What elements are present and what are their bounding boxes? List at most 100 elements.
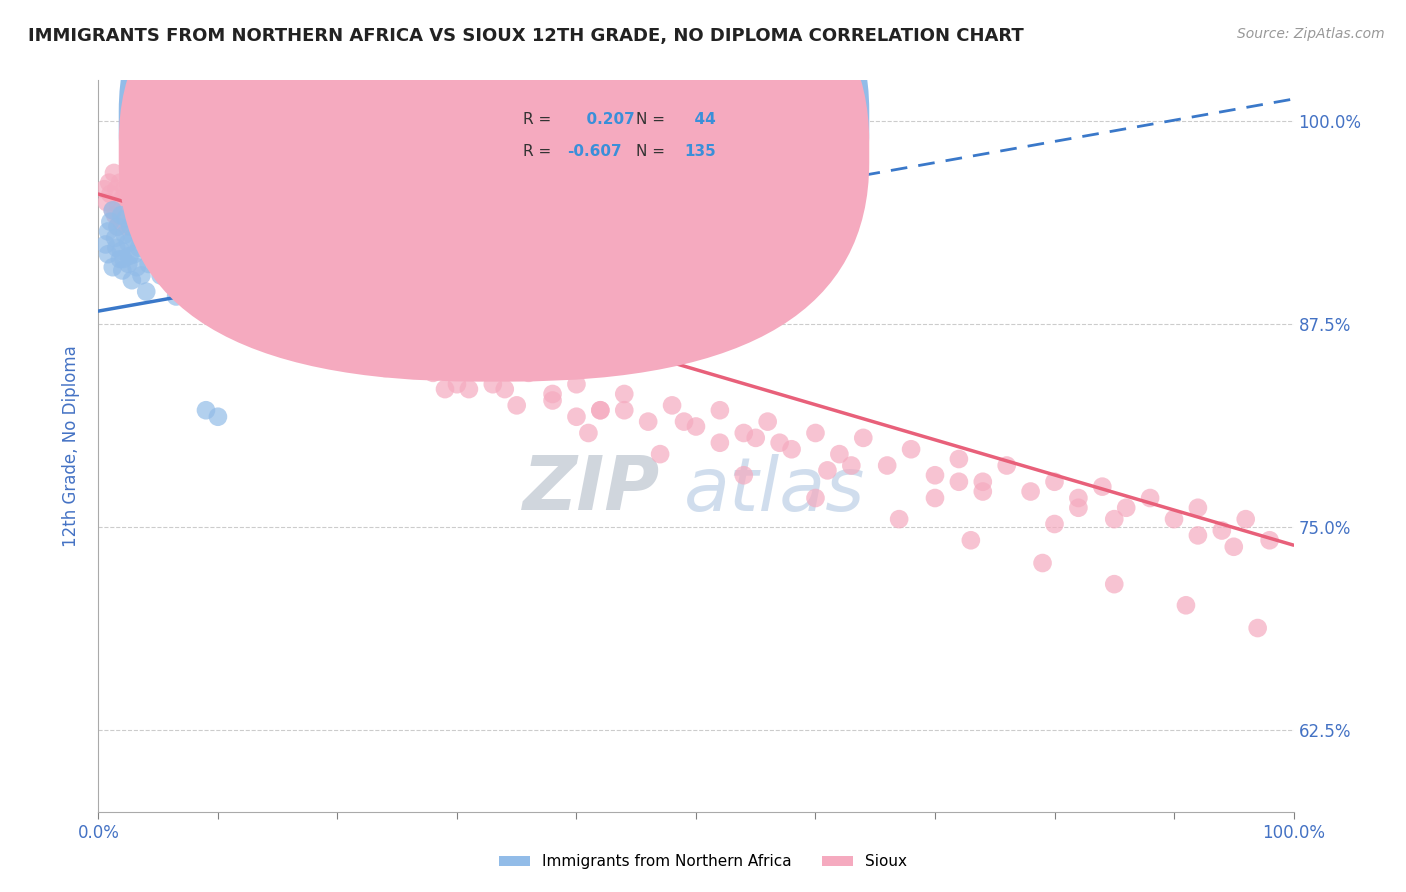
- Point: [131, 268, 153, 283]
- Point: [138, 257, 160, 271]
- Point: [124, 203, 146, 218]
- Point: [207, 409, 229, 424]
- Point: [661, 398, 683, 412]
- Point: [924, 491, 946, 505]
- Point: [1234, 512, 1257, 526]
- Point: [804, 425, 827, 440]
- Text: Source: ZipAtlas.com: Source: ZipAtlas.com: [1237, 27, 1385, 41]
- Point: [177, 263, 200, 277]
- Text: 44: 44: [685, 112, 716, 128]
- Point: [374, 361, 396, 376]
- Point: [267, 257, 290, 271]
- Text: N =: N =: [636, 112, 665, 128]
- Point: [125, 260, 148, 275]
- Point: [315, 322, 337, 336]
- Point: [165, 268, 187, 283]
- Point: [1175, 599, 1198, 613]
- Point: [1091, 480, 1114, 494]
- Point: [98, 215, 122, 229]
- Point: [733, 468, 755, 483]
- Point: [165, 289, 187, 303]
- Point: [924, 468, 946, 483]
- Point: [138, 215, 160, 229]
- Point: [104, 231, 127, 245]
- Point: [183, 247, 205, 261]
- Text: atlas: atlas: [685, 454, 866, 526]
- Point: [195, 268, 218, 283]
- Point: [1258, 533, 1281, 548]
- Point: [254, 296, 277, 310]
- Point: [129, 187, 152, 202]
- Point: [972, 475, 994, 489]
- Point: [470, 354, 492, 368]
- Point: [141, 231, 163, 245]
- Point: [107, 219, 129, 234]
- Point: [101, 203, 124, 218]
- Point: [243, 306, 266, 320]
- Point: [148, 219, 170, 234]
- Point: [1043, 516, 1066, 531]
- Point: [110, 215, 132, 229]
- Point: [135, 285, 157, 299]
- Point: [153, 247, 176, 261]
- Point: [541, 393, 564, 408]
- Point: [129, 231, 152, 245]
- Point: [225, 285, 247, 299]
- Point: [613, 387, 636, 401]
- Point: [326, 344, 349, 359]
- Point: [195, 403, 218, 417]
- Point: [115, 219, 138, 234]
- Point: [1104, 577, 1126, 591]
- Point: [578, 425, 600, 440]
- Point: [141, 231, 163, 245]
- Point: [101, 203, 124, 218]
- Point: [177, 241, 200, 255]
- Point: [125, 215, 148, 229]
- Point: [122, 187, 145, 202]
- Point: [97, 224, 120, 238]
- Point: [1067, 500, 1090, 515]
- Point: [231, 263, 253, 277]
- Point: [589, 403, 612, 417]
- Point: [673, 415, 696, 429]
- Point: [153, 257, 176, 271]
- Point: [900, 442, 922, 457]
- Point: [115, 211, 138, 226]
- Point: [995, 458, 1018, 473]
- Point: [101, 260, 124, 275]
- Text: 135: 135: [685, 144, 716, 159]
- Point: [93, 182, 115, 196]
- Text: ZIP: ZIP: [523, 453, 661, 526]
- FancyBboxPatch shape: [118, 0, 869, 351]
- Point: [177, 247, 200, 261]
- Point: [156, 231, 179, 245]
- Point: [120, 219, 142, 234]
- Point: [145, 252, 167, 266]
- Point: [302, 338, 325, 352]
- Point: [648, 447, 672, 461]
- Point: [458, 382, 481, 396]
- Point: [972, 484, 994, 499]
- Point: [112, 208, 135, 222]
- Text: R =: R =: [523, 144, 551, 159]
- Point: [120, 219, 142, 234]
- Point: [108, 176, 131, 190]
- Point: [1043, 475, 1066, 489]
- Point: [118, 249, 141, 263]
- Point: [98, 187, 122, 202]
- Point: [1163, 512, 1185, 526]
- Point: [135, 241, 157, 255]
- Point: [1019, 484, 1042, 499]
- Point: [815, 463, 838, 477]
- Point: [132, 219, 155, 234]
- Point: [153, 215, 176, 229]
- Point: [768, 435, 790, 450]
- Y-axis label: 12th Grade, No Diploma: 12th Grade, No Diploma: [62, 345, 80, 547]
- Point: [117, 235, 139, 250]
- FancyBboxPatch shape: [118, 0, 869, 382]
- Point: [350, 338, 373, 352]
- Text: R =: R =: [523, 112, 551, 128]
- Point: [207, 289, 229, 303]
- Text: N =: N =: [636, 144, 665, 159]
- Point: [108, 252, 131, 266]
